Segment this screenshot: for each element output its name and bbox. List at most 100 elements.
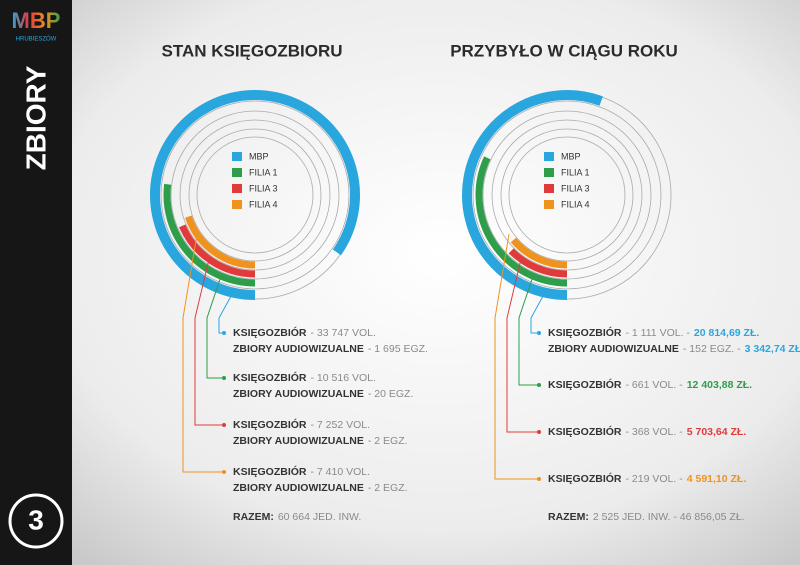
connector xyxy=(506,259,538,433)
page-number: 3 xyxy=(28,504,44,535)
entry-line: ZBIORY AUDIOWIZUALNE - 2 EGZ. xyxy=(233,482,408,494)
legend-swatch xyxy=(232,184,242,193)
entry-label: KSIĘGOZBIÓR xyxy=(233,326,307,339)
ring-arc xyxy=(179,224,256,278)
total-label: RAZEM: xyxy=(548,511,589,523)
entry-text: - 7 252 VOL. xyxy=(311,419,371,431)
entry-text: - 7 410 VOL. xyxy=(311,466,371,478)
ring-arc xyxy=(510,237,568,269)
entry-label: ZBIORY AUDIOWIZUALNE xyxy=(233,435,364,447)
ring-arc xyxy=(462,90,603,300)
connector-dot xyxy=(222,331,226,335)
connector-dot xyxy=(222,423,226,427)
connector xyxy=(218,292,234,334)
connector xyxy=(494,234,538,480)
entry-line: KSIĘGOZBIÓR - 7 410 VOL. xyxy=(233,465,370,478)
entry-text: - 152 EGZ. - xyxy=(683,343,741,355)
connector-dot xyxy=(537,430,541,434)
connector xyxy=(206,276,223,379)
ring-outline xyxy=(500,128,634,262)
entry-line: ZBIORY AUDIOWIZUALNE - 20 EGZ. xyxy=(233,388,413,400)
connector-dot xyxy=(537,383,541,387)
panel-title: PRZYBYŁO W CIĄGU ROKU xyxy=(450,41,678,60)
entry-label: ZBIORY AUDIOWIZUALNE xyxy=(233,482,364,494)
entry-line: ZBIORY AUDIOWIZUALNE - 1 695 EGZ. xyxy=(233,343,428,355)
legend-swatch xyxy=(544,152,554,161)
ring-outline xyxy=(170,110,340,280)
entry-line: KSIĘGOZBIÓR - 219 VOL. -4 591,10 ZŁ. xyxy=(548,472,746,485)
ring-arc xyxy=(185,215,256,269)
legend-label: FILIA 4 xyxy=(249,199,278,209)
panel-title: STAN KSIĘGOZBIORU xyxy=(161,41,342,60)
entry-amount: 20 814,69 ZŁ. xyxy=(694,327,759,339)
legend-label: MBP xyxy=(561,151,581,161)
entry-line: KSIĘGOZBIÓR - 7 252 VOL. xyxy=(233,418,370,431)
entry-text: - 661 VOL. - xyxy=(626,379,684,391)
entry-label: KSIĘGOZBIÓR xyxy=(233,465,307,478)
total-text: 60 664 JED. INW. xyxy=(278,511,361,523)
entry-label: KSIĘGOZBIÓR xyxy=(548,472,622,485)
ring-outline xyxy=(179,119,331,271)
entry-line: KSIĘGOZBIÓR - 33 747 VOL. xyxy=(233,326,376,339)
ring-arc xyxy=(508,248,568,278)
legend-swatch xyxy=(232,200,242,209)
legend-label: MBP xyxy=(249,151,269,161)
legend-label: FILIA 3 xyxy=(561,183,590,193)
legend-label: FILIA 1 xyxy=(249,167,278,177)
ring-arc xyxy=(150,90,360,300)
entry-amount: 3 342,74 ZŁ. xyxy=(745,343,800,355)
ring-outline xyxy=(160,100,350,290)
connector-dot xyxy=(537,477,541,481)
logo: MBP xyxy=(12,8,61,33)
entry-label: KSIĘGOZBIÓR xyxy=(233,418,307,431)
entry-text: - 20 EGZ. xyxy=(368,388,414,400)
legend-swatch xyxy=(544,168,554,177)
entry-label: KSIĘGOZBIÓR xyxy=(233,371,307,384)
total-text: 2 525 JED. INW. - 46 856,05 ZŁ. xyxy=(593,511,745,523)
total: RAZEM: 60 664 JED. INW. xyxy=(233,511,361,523)
connector-dot xyxy=(537,331,541,335)
entry-line: KSIĘGOZBIÓR - 1 111 VOL. -20 814,69 ZŁ. xyxy=(548,326,759,339)
section-title: ZBIORY xyxy=(20,65,51,170)
connector xyxy=(182,234,223,473)
ring-outline xyxy=(472,100,662,290)
entry-label: ZBIORY AUDIOWIZUALNE xyxy=(548,343,679,355)
ring-arc xyxy=(163,183,256,287)
legend-swatch xyxy=(232,168,242,177)
entry-text: - 2 EGZ. xyxy=(368,482,408,494)
entry-label: KSIĘGOZBIÓR xyxy=(548,326,622,339)
entry-line: ZBIORY AUDIOWIZUALNE - 2 EGZ. xyxy=(233,435,408,447)
legend-swatch xyxy=(544,200,554,209)
ring-outline xyxy=(508,136,626,254)
total-label: RAZEM: xyxy=(233,511,274,523)
connector xyxy=(530,292,546,334)
entry-text: - 10 516 VOL. xyxy=(311,372,376,384)
legend-swatch xyxy=(544,184,554,193)
connector xyxy=(194,259,223,426)
entry-line: KSIĘGOZBIÓR - 10 516 VOL. xyxy=(233,371,376,384)
sidebar xyxy=(0,0,72,565)
entry-text: - 2 EGZ. xyxy=(368,435,408,447)
legend-swatch xyxy=(232,152,242,161)
ring-outline xyxy=(196,136,314,254)
connector-dot xyxy=(222,376,226,380)
ring-outline xyxy=(491,119,643,271)
legend-label: FILIA 1 xyxy=(561,167,590,177)
legend-label: FILIA 4 xyxy=(561,199,590,209)
ring-outline xyxy=(482,110,652,280)
entry-label: ZBIORY AUDIOWIZUALNE xyxy=(233,388,364,400)
entry-amount: 12 403,88 ZŁ. xyxy=(687,379,752,391)
entry-line: ZBIORY AUDIOWIZUALNE - 152 EGZ. - 3 342,74… xyxy=(548,343,800,355)
total: RAZEM: 2 525 JED. INW. - 46 856,05 ZŁ. xyxy=(548,511,745,523)
entry-label: KSIĘGOZBIÓR xyxy=(548,425,622,438)
entry-text: - 33 747 VOL. xyxy=(311,327,376,339)
ring-arc xyxy=(475,156,568,287)
connector-dot xyxy=(222,470,226,474)
entry-line: KSIĘGOZBIÓR - 368 VOL. -5 703,64 ZŁ. xyxy=(548,425,746,438)
legend-label: FILIA 3 xyxy=(249,183,278,193)
logo-subtitle: HRUBIESZÓW xyxy=(16,36,57,43)
entry-amount: 5 703,64 ZŁ. xyxy=(687,426,747,438)
